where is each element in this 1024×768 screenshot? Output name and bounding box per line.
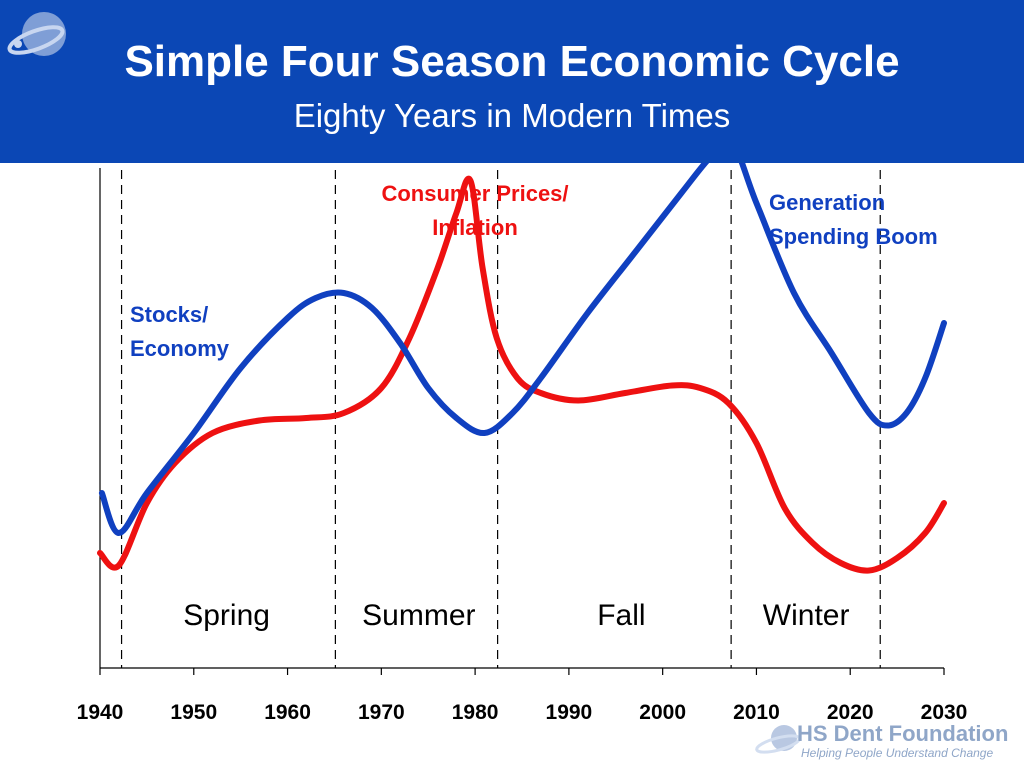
consumer-prices-label: Consumer Prices/Inflation	[381, 181, 568, 240]
consumer-prices-label-line-2: Inflation	[432, 215, 518, 240]
season-label-summer: Summer	[362, 599, 475, 632]
season-label-spring: Spring	[183, 599, 270, 632]
consumer-prices-line	[97, 175, 947, 574]
stocks-economy-label: Stocks/Economy	[130, 302, 230, 361]
season-label-fall: Fall	[597, 599, 645, 632]
stocks-economy-label-line-2: Economy	[130, 336, 230, 361]
stocks-economy-line	[98, 163, 947, 536]
x-tick-label-1980: 1980	[452, 701, 499, 724]
x-tick-label-1970: 1970	[358, 701, 405, 724]
stocks-economy-label-line-1: Stocks/	[130, 302, 208, 327]
x-tick-label-2010: 2010	[733, 701, 780, 724]
x-tick-label-1950: 1950	[170, 701, 217, 724]
x-tick-label-1990: 1990	[546, 701, 593, 724]
chart-subtitle: Eighty Years in Modern Times	[293, 97, 731, 134]
globe-logo-icon	[7, 12, 66, 56]
consumer-prices-label-line-1: Consumer Prices/	[381, 181, 568, 206]
hs-dent-logo-icon	[755, 725, 801, 754]
title-banner: Simple Four Season Economic Cycle Eighty…	[0, 0, 1024, 163]
x-tick-label-1940: 1940	[77, 701, 124, 724]
x-tick-label-2020: 2020	[827, 701, 874, 724]
x-tick-label-1960: 1960	[264, 701, 311, 724]
chart-title: Simple Four Season Economic Cycle	[124, 37, 900, 86]
season-label-winter: Winter	[763, 599, 850, 632]
footer-company-name: HS Dent Foundation	[797, 721, 1009, 746]
generation-spending-boom-label-line-1: Generation	[769, 190, 885, 215]
x-tick-label-2000: 2000	[639, 701, 686, 724]
x-tick-label-2030: 2030	[921, 701, 968, 724]
economic-cycle-chart: 1940 1950 1960 1970 1980 1990 2000 2010 2020 2030…	[77, 163, 968, 724]
generation-spending-boom-label-line-2: Spending Boom	[769, 224, 938, 249]
footer-tagline: Helping People Understand Change	[801, 746, 994, 760]
generation-spending-boom-label: Generation Spending Boom	[769, 190, 938, 249]
